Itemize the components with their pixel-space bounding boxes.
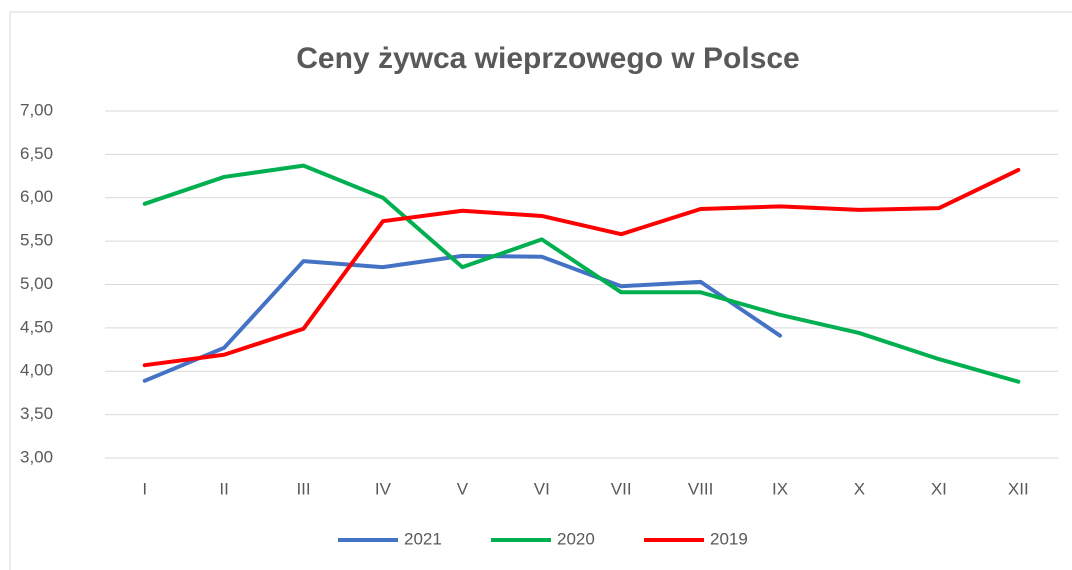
y-tick-label: 5,50: [20, 231, 53, 250]
line-series: [142, 163, 1021, 384]
legend-label: 2021: [404, 529, 442, 548]
x-tick-label: III: [296, 479, 310, 498]
x-tick-label: VII: [611, 479, 632, 498]
line-series: [142, 167, 1021, 368]
y-tick-label: 3,50: [20, 404, 53, 423]
x-tick-label: IV: [375, 479, 392, 498]
x-tick-label: I: [142, 479, 147, 498]
x-tick-label: X: [854, 479, 865, 498]
x-tick-label: IX: [772, 479, 788, 498]
chart-title: Ceny żywca wieprzowego w Polsce: [296, 42, 800, 75]
chart-border: [9, 11, 1072, 570]
legend-label: 2020: [557, 529, 595, 548]
y-tick-label: 5,00: [20, 274, 53, 293]
x-tick-label: XII: [1008, 479, 1029, 498]
legend-label: 2019: [710, 529, 748, 548]
y-tick-label: 6,50: [20, 144, 53, 163]
y-tick-label: 4,00: [20, 361, 53, 380]
y-tick-label: 4,50: [20, 317, 53, 336]
x-tick-label: XI: [931, 479, 947, 498]
y-tick-label: 3,00: [20, 447, 53, 466]
line-series: [142, 253, 783, 383]
x-tick-label: VI: [534, 479, 550, 498]
x-tick-label: V: [457, 479, 469, 498]
y-tick-label: 7,00: [20, 100, 53, 119]
y-tick-label: 6,00: [20, 187, 53, 206]
x-tick-label: VIII: [688, 479, 714, 498]
x-tick-label: II: [219, 479, 228, 498]
